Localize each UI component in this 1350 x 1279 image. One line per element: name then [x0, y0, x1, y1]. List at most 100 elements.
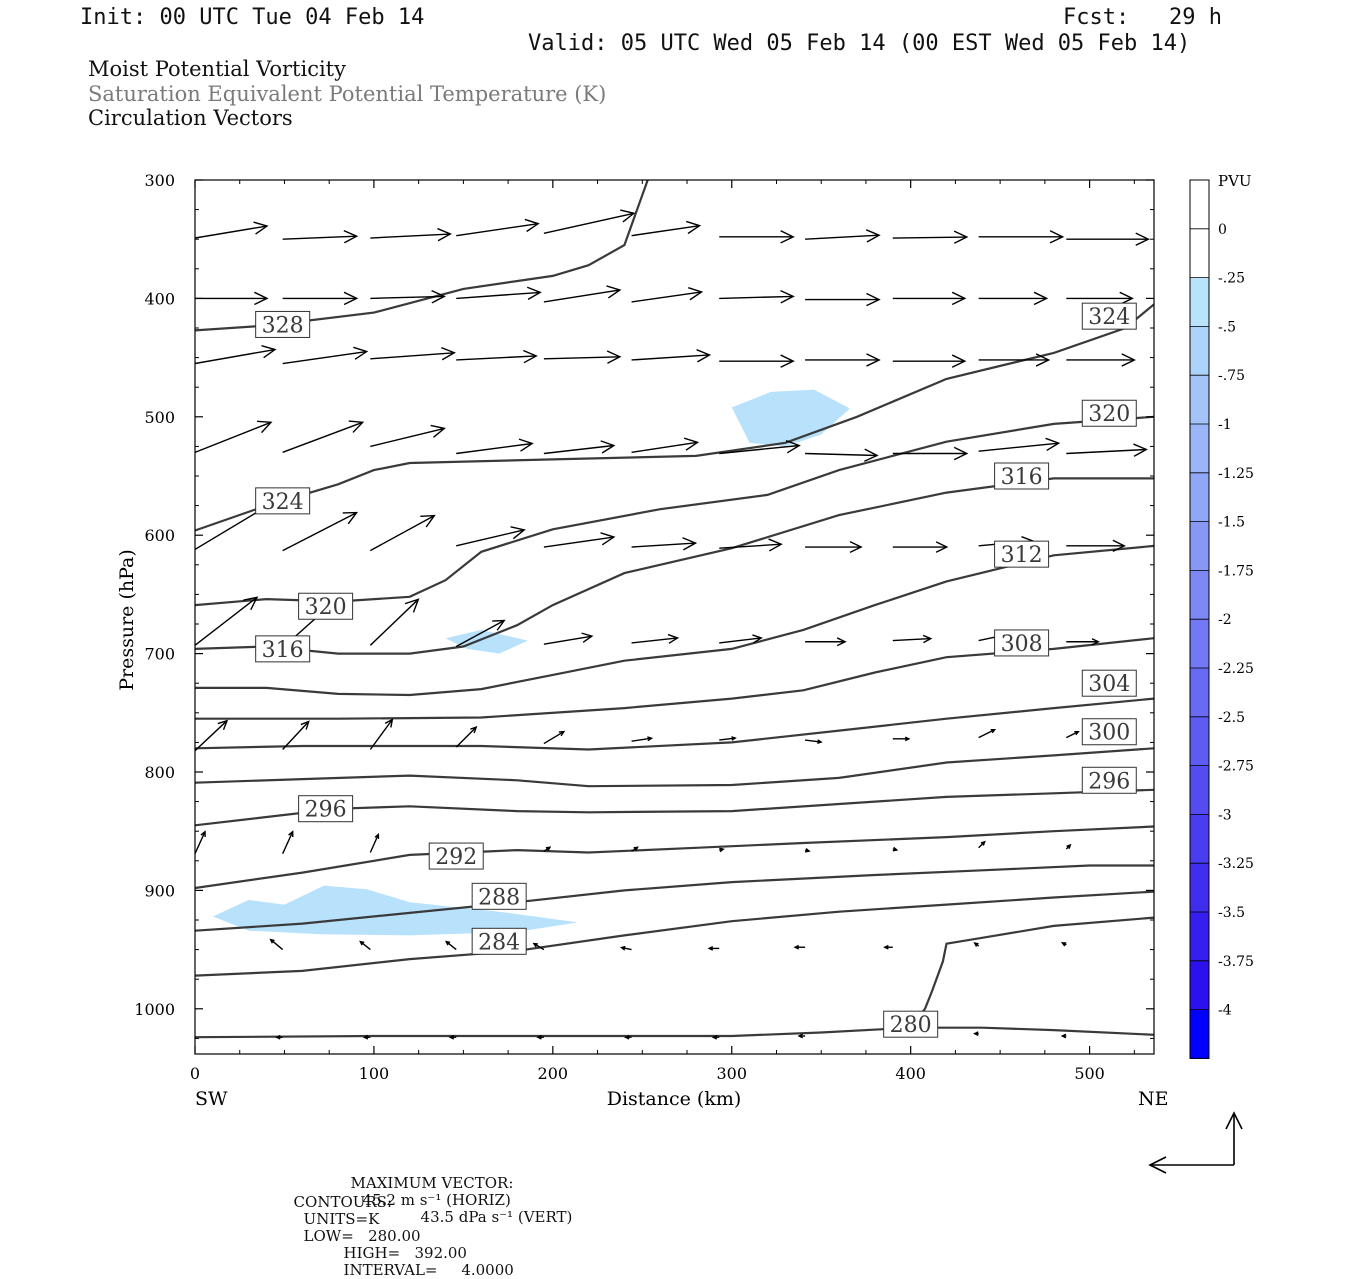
contour-label: 308 — [994, 629, 1050, 657]
colorbar-segment — [1190, 277, 1209, 327]
colorbar-segment — [1190, 668, 1209, 718]
circulation-vector — [195, 345, 277, 365]
circulation-vector — [631, 633, 680, 644]
contours-interval: INTERVAL= 4.0000 — [343, 1261, 514, 1279]
circulation-vector — [370, 290, 446, 304]
init-time: Init: 00 UTC Tue 04 Feb 14 — [80, 5, 425, 30]
circulation-vector — [543, 350, 622, 364]
circulation-vector — [369, 598, 420, 646]
contour-label: 300 — [1081, 718, 1137, 746]
y-tick-label: 800 — [144, 763, 175, 782]
circulation-vector — [1066, 539, 1126, 553]
circulation-vector — [805, 292, 881, 307]
circulation-vector — [631, 220, 702, 237]
x-tick-label: 200 — [538, 1064, 569, 1083]
circulation-vector — [444, 940, 457, 951]
colorbar-label: -1.75 — [1218, 563, 1254, 579]
colorbar-label: -.5 — [1218, 319, 1236, 335]
reference-vector — [1148, 1111, 1243, 1174]
colorbar-label: -2.5 — [1218, 710, 1245, 726]
colorbar-label: -2.75 — [1218, 759, 1254, 775]
colorbar-segment — [1190, 180, 1209, 230]
contour-label-text: 316 — [262, 638, 304, 663]
contour-label-text: 312 — [1001, 543, 1043, 568]
circulation-vector — [1066, 730, 1080, 739]
colorbar-label: -.25 — [1218, 271, 1245, 287]
colorbar-label: -1 — [1218, 417, 1232, 433]
circulation-vector — [369, 833, 380, 853]
circulation-vector — [543, 632, 594, 645]
colorbar-segment — [1190, 424, 1209, 474]
circulation-vector — [973, 942, 980, 947]
contour-label-text: 284 — [478, 930, 520, 955]
colorbar-segment — [1190, 375, 1209, 425]
circulation-vector — [455, 725, 478, 748]
circulation-vector — [973, 1031, 979, 1037]
contour-label: 316 — [994, 462, 1050, 490]
theta-es-contour — [195, 825, 1154, 890]
contour-label: 280 — [883, 1010, 939, 1038]
circulation-vector — [805, 541, 863, 554]
circulation-vector — [892, 846, 899, 852]
circulation-vector — [370, 346, 456, 361]
x-tick-label: 100 — [359, 1064, 390, 1083]
circulation-vector — [543, 440, 616, 455]
circulation-vector — [282, 830, 294, 854]
colorbar-segment — [1190, 912, 1209, 962]
x-tick-label: 400 — [895, 1064, 926, 1083]
circulation-vector — [978, 437, 1061, 452]
colorbar-segment — [1190, 326, 1209, 376]
circulation-vector — [195, 291, 269, 306]
mpv-region-middle — [445, 629, 528, 654]
circulation-vector — [619, 945, 632, 951]
forecast-hour: Fcst: 29 h — [1063, 5, 1222, 30]
circulation-vector — [532, 942, 545, 951]
colorbar-label: 0 — [1218, 222, 1227, 238]
valid-time: Valid: 05 UTC Wed 05 Feb 14 (00 EST Wed … — [528, 31, 1191, 56]
contour-label: 324 — [255, 487, 311, 515]
circulation-vector — [448, 1034, 457, 1040]
colorbar-label: -.75 — [1218, 368, 1245, 384]
circulation-vector — [719, 354, 795, 368]
circulation-vector — [805, 448, 879, 462]
circulation-vector — [1066, 291, 1134, 306]
circulation-vector — [456, 218, 540, 237]
theta-es-contour — [909, 916, 1154, 1036]
x-right-label: NE — [1138, 1088, 1169, 1110]
mpv-region-upper — [731, 389, 850, 447]
contour-label: 284 — [471, 927, 527, 955]
colorbar-segment — [1190, 960, 1209, 1011]
contour-label-text: 328 — [262, 313, 304, 338]
colorbar-label: -1.25 — [1218, 466, 1254, 482]
colorbar-label: -3 — [1218, 807, 1232, 823]
contour-label: 324 — [1081, 302, 1137, 330]
circulation-vector — [631, 537, 698, 551]
circulation-vector — [631, 846, 639, 852]
circulation-vector — [793, 944, 806, 950]
circulation-vector — [719, 736, 737, 741]
colorbar-label: -3.5 — [1218, 905, 1245, 921]
circulation-vector — [456, 286, 542, 300]
x-axis-title: Distance (km) — [607, 1088, 742, 1110]
theta-es-contour — [195, 864, 1154, 932]
circulation-vector — [1066, 353, 1136, 367]
colorbar-segment — [1190, 619, 1209, 669]
contour-label: 292 — [428, 842, 484, 870]
circulation-vector — [282, 420, 365, 453]
circulation-vector — [623, 1034, 632, 1040]
colorbar-label: -3.75 — [1218, 954, 1254, 970]
circulation-vector — [805, 353, 881, 367]
circulation-vector — [536, 1034, 544, 1040]
circulation-vector — [1066, 232, 1150, 246]
contour-label: 320 — [298, 592, 354, 620]
circulation-vector — [543, 532, 616, 548]
contour-label-text: 296 — [1088, 769, 1130, 794]
contours-low: LOW= 280.00 — [303, 1227, 421, 1245]
circulation-vector — [892, 634, 933, 644]
theta-es-contour — [195, 415, 1154, 607]
colorbar-label: -1.5 — [1218, 515, 1245, 531]
circulation-vector — [359, 940, 371, 951]
y-tick-label: 600 — [144, 526, 175, 545]
colorbar-segment — [1190, 716, 1209, 767]
title-theta-es: Saturation Equivalent Potential Temperat… — [88, 82, 607, 106]
